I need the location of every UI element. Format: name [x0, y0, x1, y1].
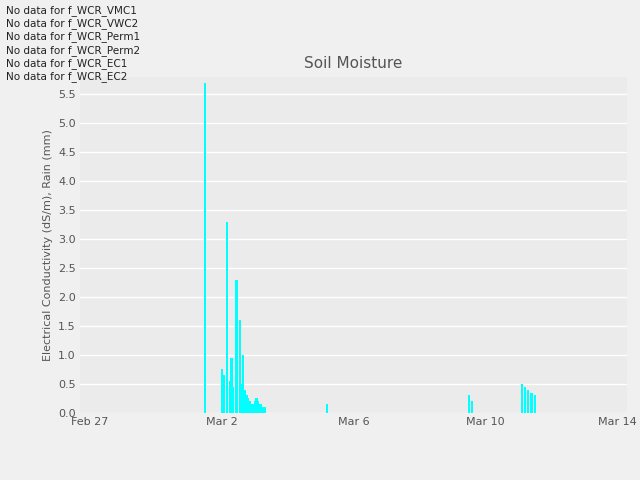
Bar: [520, 384, 523, 413]
Y-axis label: Electrical Conductivity (dS/m), Rain (mm): Electrical Conductivity (dS/m), Rain (mm…: [42, 129, 52, 361]
Bar: [264, 407, 266, 413]
Bar: [221, 369, 223, 413]
Bar: [247, 398, 249, 413]
Bar: [248, 401, 251, 413]
Bar: [242, 355, 244, 413]
Bar: [262, 407, 264, 413]
Text: No data for f_WCR_VMC1
No data for f_WCR_VWC2
No data for f_WCR_Perm1
No data fo: No data for f_WCR_VMC1 No data for f_WCR…: [6, 5, 141, 82]
Bar: [255, 398, 257, 413]
Bar: [236, 279, 237, 413]
Bar: [222, 375, 225, 413]
Bar: [239, 320, 241, 413]
Bar: [232, 387, 234, 413]
Bar: [259, 404, 261, 413]
Bar: [527, 390, 529, 413]
Bar: [241, 384, 243, 413]
Bar: [250, 404, 253, 413]
Bar: [253, 401, 256, 413]
Bar: [471, 401, 474, 413]
Bar: [204, 83, 207, 413]
Bar: [225, 222, 228, 413]
Bar: [534, 396, 536, 413]
Bar: [326, 404, 328, 413]
Bar: [257, 401, 259, 413]
Bar: [524, 387, 526, 413]
Bar: [229, 381, 231, 413]
Bar: [260, 404, 262, 413]
Title: Soil Moisture: Soil Moisture: [305, 57, 403, 72]
Bar: [244, 390, 246, 413]
Bar: [252, 404, 254, 413]
Bar: [468, 396, 470, 413]
Bar: [230, 358, 233, 413]
Bar: [245, 396, 248, 413]
Bar: [531, 393, 532, 413]
